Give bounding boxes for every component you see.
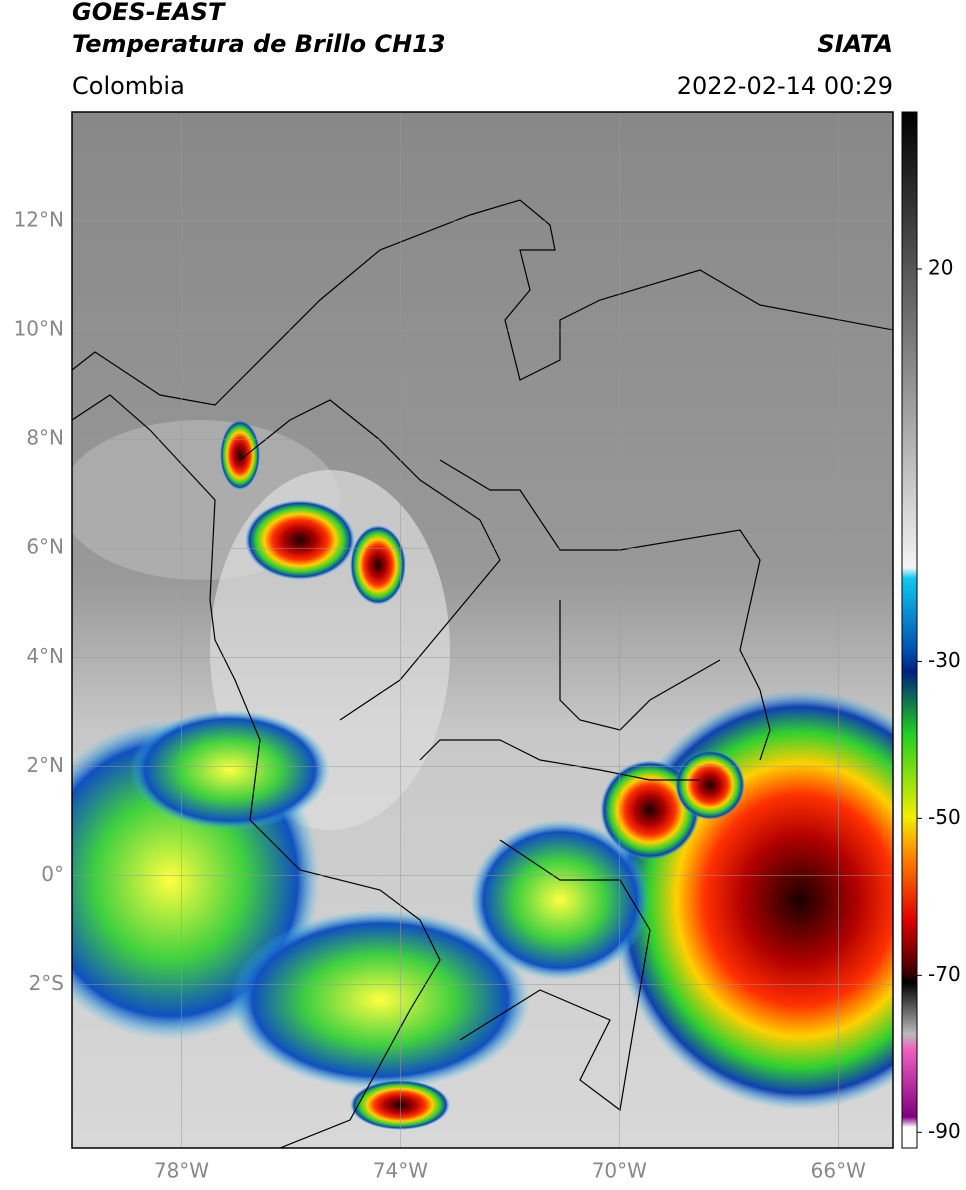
title: GOES-EAST: [72, 0, 226, 26]
colorbar-label: -50: [928, 805, 961, 829]
colorbar-label: -30: [928, 648, 961, 672]
lat-label: 8°N: [26, 426, 64, 450]
lat-label: 0°: [41, 862, 64, 886]
datetime: 2022-02-14 00:29: [677, 72, 893, 100]
lon-label: 70°W: [592, 1159, 647, 1183]
lon-label: 66°W: [811, 1159, 866, 1183]
lat-label: 2°N: [26, 753, 64, 777]
lon-label: 78°W: [154, 1159, 209, 1183]
colorbar-label: -70: [928, 962, 961, 986]
colorbar: [901, 111, 918, 1149]
lat-label: 10°N: [14, 317, 64, 341]
lat-label: 12°N: [14, 208, 64, 232]
lat-label: 2°S: [29, 971, 64, 995]
lon-label: 74°W: [373, 1159, 428, 1183]
colorbar-label: 20: [928, 255, 953, 279]
satellite-image: [72, 112, 893, 1148]
lat-label: 6°N: [26, 535, 64, 559]
subtitle: Temperatura de Brillo CH13: [72, 30, 446, 58]
map-frame: [71, 111, 894, 1149]
lat-label: 4°N: [26, 644, 64, 668]
colorbar-label: -90: [928, 1119, 961, 1143]
source: SIATA: [817, 30, 893, 58]
region: Colombia: [72, 72, 185, 100]
